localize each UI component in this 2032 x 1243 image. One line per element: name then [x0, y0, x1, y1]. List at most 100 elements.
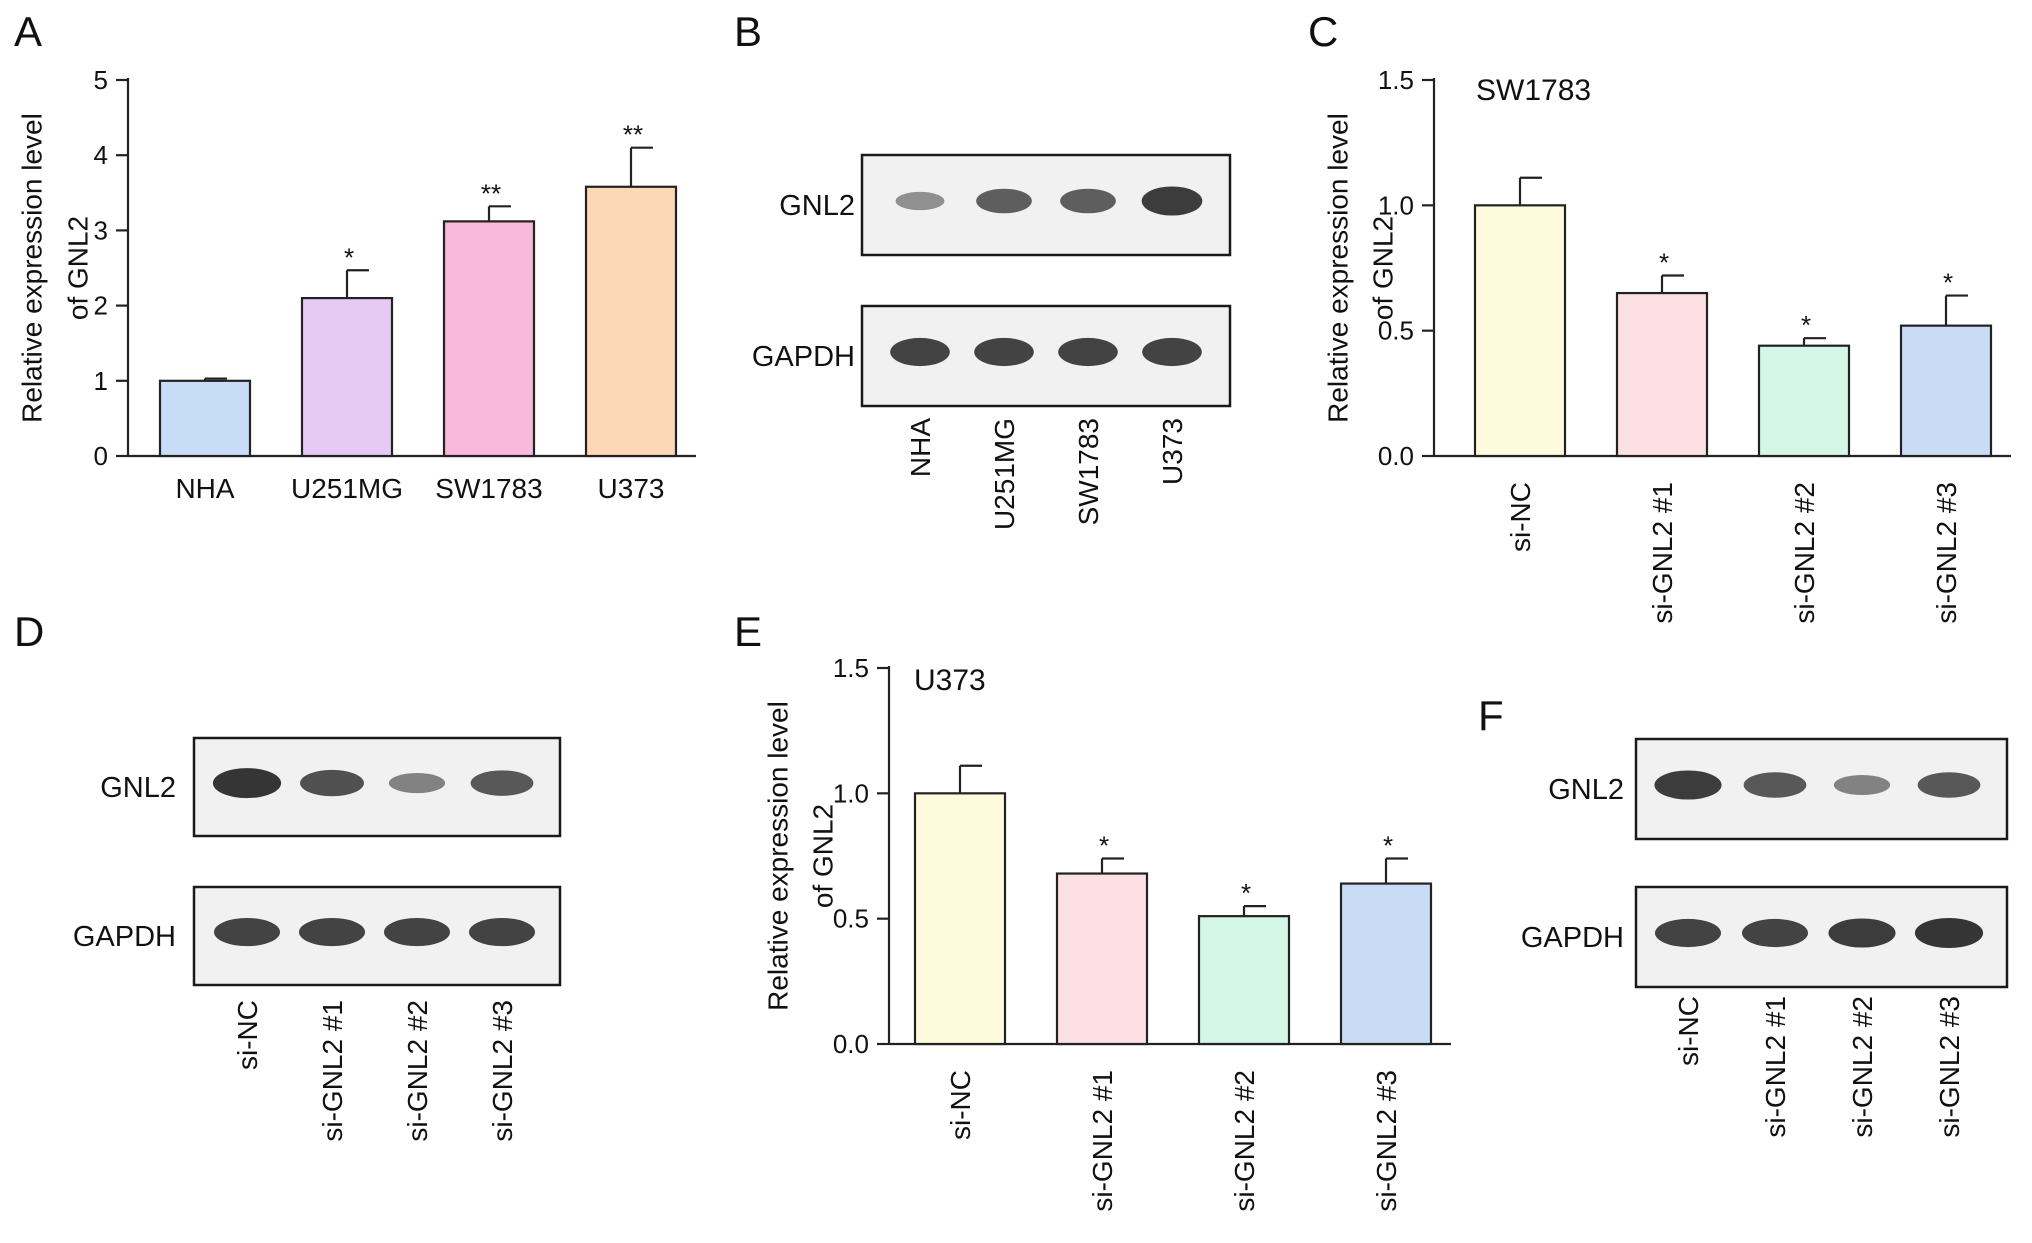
x-category-label: si-NC — [1505, 482, 1536, 552]
y-tick-label: 1 — [94, 366, 108, 396]
x-category-label: si-GNL2 #3 — [1371, 1070, 1402, 1212]
blot-lane-label: si-NC — [232, 1000, 263, 1070]
protein-band — [470, 770, 534, 796]
x-category-label: U373 — [598, 473, 665, 504]
blot-lane-label: si-GNL2 #3 — [1934, 996, 1965, 1138]
bar — [1615, 291, 1709, 458]
x-category-label: si-GNL2 #2 — [1229, 1070, 1260, 1212]
chart-annotation: SW1783 — [1476, 74, 1591, 107]
protein-band — [1060, 188, 1116, 214]
bar — [442, 220, 536, 458]
y-axis-label-line1: Relative expression level — [17, 113, 48, 423]
western-blot-b: GNL2 GAPDH NHA U251MG SW1783 U373 — [752, 153, 1232, 530]
y-tick-label: 1.0 — [833, 778, 869, 808]
y-tick-label: 0.5 — [1378, 316, 1414, 346]
bar — [1339, 882, 1433, 1046]
blot-lane-label: si-GNL2 #2 — [402, 1000, 433, 1142]
protein-band — [213, 917, 281, 947]
protein-band — [1743, 772, 1807, 798]
bar — [1055, 872, 1149, 1046]
western-blot-d: GNL2 GAPDH si-NC si-GNL2 #1 si-GNL2 #2 si-GNL… — [73, 736, 562, 1142]
protein-band — [1914, 918, 1984, 948]
y-tick-label: 1.5 — [1378, 65, 1414, 95]
x-category-label: si-GNL2 #3 — [1931, 482, 1962, 624]
x-category-label: si-NC — [945, 1070, 976, 1140]
panel-letter-d: D — [14, 608, 44, 655]
significance-marker: * — [1659, 248, 1669, 278]
x-category-label: si-GNL2 #1 — [1087, 1070, 1118, 1212]
blot-lane-label: si-GNL2 #1 — [1760, 996, 1791, 1138]
x-category-label: NHA — [175, 473, 234, 504]
y-tick-label: 1.5 — [833, 653, 869, 683]
blot-lane-label: U373 — [1157, 418, 1188, 485]
protein-band — [388, 773, 446, 794]
bar-chart-e: 0.0 0.5 1.0 1.5 Relative expression level of … — [763, 653, 1451, 1212]
x-category-label: SW1783 — [435, 473, 542, 504]
y-tick-label: 1.0 — [1378, 190, 1414, 220]
bar — [1899, 324, 1993, 458]
bar — [913, 792, 1007, 1046]
significance-marker: * — [1241, 878, 1251, 908]
protein-band — [895, 191, 945, 211]
blot-lane-label: U251MG — [989, 418, 1020, 530]
bar-chart-a: 0 1 2 3 4 5 Relative expression level of GNL2 NH… — [17, 65, 696, 504]
protein-band — [1142, 337, 1202, 367]
protein-band — [1058, 337, 1118, 367]
panel-letter-e: E — [734, 608, 762, 655]
bar — [1197, 915, 1291, 1046]
protein-band — [1654, 918, 1722, 948]
protein-band — [1741, 918, 1809, 948]
y-axis-label-line2: of GNL2 — [808, 804, 839, 908]
protein-band — [1654, 770, 1722, 800]
protein-band — [1833, 774, 1891, 796]
x-category-label: U251MG — [291, 473, 403, 504]
blot-row-label: GAPDH — [752, 341, 855, 373]
y-axis-label-line1: Relative expression level — [1323, 113, 1354, 423]
protein-band — [1828, 918, 1896, 948]
bar — [1757, 344, 1851, 458]
blot-row-label: GAPDH — [1521, 922, 1624, 954]
significance-marker: * — [1383, 831, 1393, 861]
blot-lane-label: SW1783 — [1073, 418, 1104, 525]
y-tick-label: 0.0 — [1378, 441, 1414, 471]
panel-letter-f: F — [1478, 692, 1504, 739]
y-tick-label: 3 — [94, 215, 108, 245]
y-tick-label: 0 — [94, 441, 108, 471]
blot-row-label: GNL2 — [1548, 774, 1624, 806]
significance-marker: * — [344, 242, 354, 272]
blot-row-label: GAPDH — [73, 921, 176, 953]
y-tick-label: 0.0 — [833, 1029, 869, 1059]
blot-row-label: GNL2 — [779, 190, 855, 222]
blot-lane-label: si-GNL2 #2 — [1847, 996, 1878, 1138]
significance-marker: ** — [481, 178, 501, 208]
bar — [584, 185, 678, 458]
protein-band — [974, 337, 1034, 367]
bar — [300, 296, 394, 458]
bar-chart-c: 0.0 0.5 1.0 1.5 Relative expression level of … — [1323, 65, 2011, 624]
x-category-label: si-GNL2 #2 — [1789, 482, 1820, 624]
y-axis-label-line2: of GNL2 — [63, 216, 94, 320]
panel-letter-a: A — [14, 8, 42, 55]
protein-band — [468, 917, 536, 947]
western-blot-f: GNL2 GAPDH si-NC si-GNL2 #1 si-GNL2 #2 si-GNL… — [1521, 737, 2009, 1138]
y-axis-label-line1: Relative expression level — [763, 701, 794, 1011]
y-tick-label: 4 — [94, 140, 108, 170]
blot-lane-label: NHA — [905, 418, 936, 477]
protein-band — [383, 917, 451, 947]
bar — [158, 379, 252, 458]
protein-band — [1917, 772, 1981, 798]
y-tick-label: 0.5 — [833, 904, 869, 934]
panel-letter-c: C — [1308, 8, 1338, 55]
significance-marker: * — [1099, 831, 1109, 861]
y-tick-label: 5 — [94, 65, 108, 95]
x-category-label: si-GNL2 #1 — [1647, 482, 1678, 624]
protein-band — [300, 769, 364, 797]
protein-band — [298, 917, 366, 947]
y-axis-label-line2: of GNL2 — [1368, 216, 1399, 320]
blot-lane-label: si-NC — [1673, 996, 1704, 1066]
significance-marker: ** — [623, 120, 643, 150]
blot-row-label: GNL2 — [100, 772, 176, 804]
bar — [1473, 204, 1567, 458]
significance-marker: * — [1943, 268, 1953, 298]
